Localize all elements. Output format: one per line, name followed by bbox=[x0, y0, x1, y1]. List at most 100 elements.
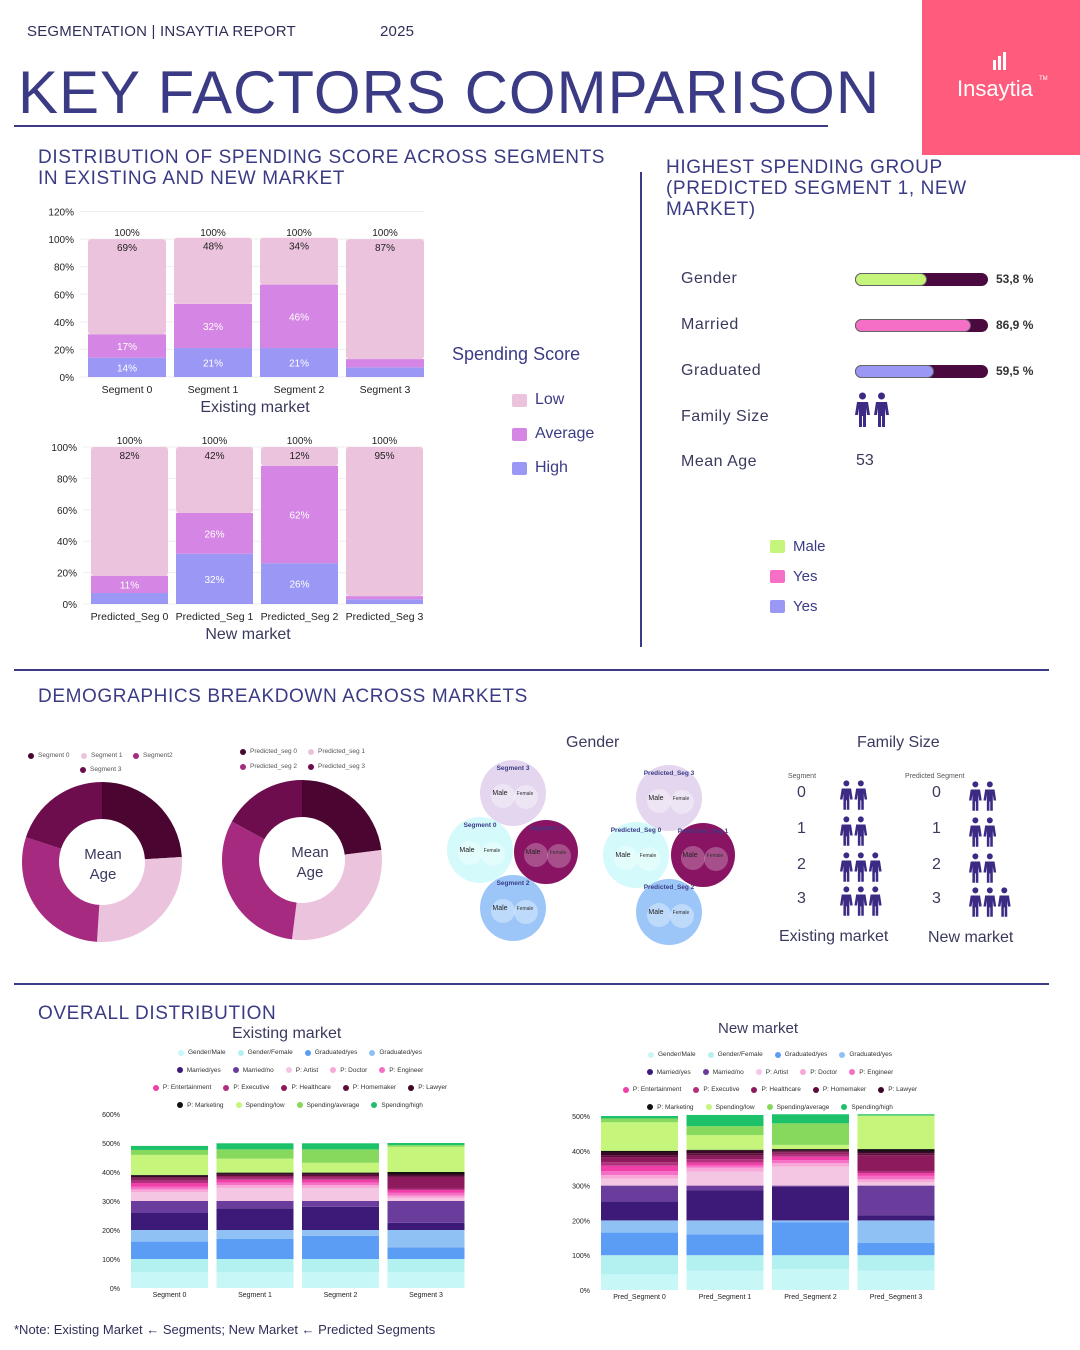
legend-entry: P: Engineer bbox=[849, 1069, 893, 1076]
overall-bar-segment bbox=[857, 1116, 935, 1150]
donut-center-line1: Mean bbox=[84, 846, 122, 863]
legend-dot bbox=[800, 1069, 807, 1076]
overall-bar-segment bbox=[131, 1186, 208, 1190]
overall-bar-segment bbox=[686, 1114, 764, 1127]
legend-dot bbox=[240, 763, 246, 770]
y-tick-label: 200% bbox=[102, 1228, 120, 1235]
legend-dot bbox=[755, 1069, 762, 1076]
overall-new-title: New market bbox=[718, 1020, 799, 1037]
overall-bar-segment bbox=[302, 1162, 379, 1173]
venn-inner-circle bbox=[514, 785, 538, 809]
factor-value: 86,9 % bbox=[996, 318, 1034, 332]
venn-inner-circle bbox=[670, 790, 694, 814]
legend-text: Gender/Male bbox=[657, 1051, 696, 1059]
data-label: 11% bbox=[120, 580, 139, 591]
legend-entry: P: Marketing bbox=[647, 1104, 694, 1111]
factor-value: 53,8 % bbox=[996, 272, 1034, 286]
legend-entry: Segment2 bbox=[133, 752, 173, 759]
overall-bar-segment bbox=[686, 1220, 764, 1235]
legend-text: Married/yes bbox=[186, 1066, 221, 1074]
overall-bar-segment bbox=[686, 1234, 764, 1256]
overall-bar-segment bbox=[857, 1215, 935, 1221]
mean-age-label: Mean Age bbox=[681, 453, 758, 470]
legend-text: Graduated/yes bbox=[314, 1049, 358, 1057]
overall-bar-segment bbox=[387, 1192, 465, 1196]
overall-bar-segment bbox=[772, 1222, 849, 1256]
venn-segment-label: Segment 2 bbox=[497, 880, 530, 887]
overall-bar-segment bbox=[216, 1238, 294, 1259]
overall-bar-segment bbox=[772, 1151, 849, 1153]
legend-entry: Spending/average bbox=[296, 1102, 359, 1109]
family-row-label: 1 bbox=[797, 820, 806, 837]
venn-segment-label: Predicted_Seg 1 bbox=[678, 828, 729, 835]
donut-slice bbox=[291, 849, 382, 940]
bar-segment-high bbox=[88, 357, 166, 377]
overall-bar-segment bbox=[131, 1149, 208, 1155]
venn-inner-circle bbox=[681, 846, 705, 870]
legend-row: P: Marketing Spending/low Spending/average… bbox=[110, 1097, 490, 1115]
legend-dot bbox=[177, 1049, 184, 1056]
bar-segment-average bbox=[261, 465, 338, 564]
title-divider bbox=[14, 125, 828, 127]
legend-entry: P: Marketing bbox=[177, 1102, 224, 1109]
legend-text: Gender/Male bbox=[187, 1049, 226, 1057]
spending-title-line1: DISTRIBUTION OF SPENDING SCORE ACROSS SE… bbox=[38, 147, 606, 168]
overall-bar-segment bbox=[686, 1159, 764, 1163]
legend-average: Average bbox=[512, 417, 594, 451]
venn-male-label: Male bbox=[492, 905, 507, 912]
legend-text: Spending/low bbox=[715, 1103, 755, 1111]
bar-segment-high bbox=[91, 593, 168, 604]
legend-dot bbox=[177, 1102, 184, 1109]
x-tick-label: Segment 3 bbox=[409, 1292, 443, 1299]
legend-text: P: Entertainment bbox=[632, 1086, 682, 1094]
overall-bar-segment bbox=[302, 1185, 379, 1188]
donut-slice bbox=[96, 856, 182, 942]
donut-slice bbox=[22, 837, 100, 942]
overall-bar-segment bbox=[387, 1189, 465, 1193]
family-row-label: 1 bbox=[932, 820, 941, 837]
overall-bar-segment bbox=[772, 1185, 849, 1187]
overall-bar-segment bbox=[772, 1144, 849, 1150]
bar-segment-average bbox=[174, 303, 252, 349]
overall-bar-segment bbox=[857, 1255, 935, 1271]
venn-female-label: Female bbox=[640, 853, 657, 859]
legend-row: Gender/Male Gender/Female Graduated/yes Gra… bbox=[580, 1046, 960, 1064]
venn-segment-label: Segment 3 bbox=[497, 765, 530, 772]
family-existing-icons bbox=[840, 852, 882, 883]
legend-dot bbox=[812, 1086, 819, 1093]
legend-entry: P: Entertainment bbox=[622, 1086, 682, 1094]
data-label: 26% bbox=[204, 529, 224, 540]
legend-married-yes: Yes bbox=[770, 561, 826, 591]
overall-bar-segment bbox=[131, 1241, 208, 1259]
overall-bar-segment bbox=[216, 1158, 294, 1173]
existing-spending-chart: 0% 20% 40% 60% 80% 100% 120% 14% 17% 69% 100% Segme… bbox=[48, 208, 424, 416]
legend-entry: Spending/low bbox=[235, 1102, 285, 1109]
bar-segment-average bbox=[346, 596, 423, 600]
logo-block: Insaytia TM bbox=[922, 0, 1080, 155]
family-existing-label: Existing market bbox=[779, 928, 889, 945]
overall-bar-segment bbox=[772, 1149, 849, 1151]
overall-bar-segment bbox=[216, 1208, 294, 1230]
legend-dot bbox=[80, 766, 86, 773]
legend-text: P: Homemaker bbox=[352, 1084, 397, 1092]
factor-bar-fill bbox=[855, 273, 927, 286]
overall-bar-segment bbox=[216, 1177, 294, 1180]
total-label: 100% bbox=[372, 228, 398, 239]
overall-bar-segment bbox=[772, 1114, 849, 1124]
x-tick-label: Segment 2 bbox=[274, 384, 325, 396]
legend-dot bbox=[281, 1084, 288, 1091]
overall-bar-segment bbox=[131, 1201, 208, 1213]
family-new-icons bbox=[969, 887, 1011, 918]
overall-bar-segment bbox=[387, 1259, 465, 1273]
x-tick-label: Pred_Segment 3 bbox=[870, 1294, 923, 1301]
legend-swatch bbox=[512, 393, 527, 407]
overall-bar-segment bbox=[131, 1174, 208, 1176]
bar-segment-low bbox=[261, 447, 338, 466]
overall-bar-segment bbox=[686, 1155, 764, 1160]
person-icon bbox=[854, 886, 868, 916]
overall-bar-segment bbox=[601, 1178, 678, 1186]
donut-center-line2: Age bbox=[89, 866, 117, 884]
overall-bar-segment bbox=[772, 1269, 849, 1290]
overall-existing-title: Existing market bbox=[232, 1025, 342, 1042]
donut1-center-label: Mean Age bbox=[53, 845, 153, 886]
